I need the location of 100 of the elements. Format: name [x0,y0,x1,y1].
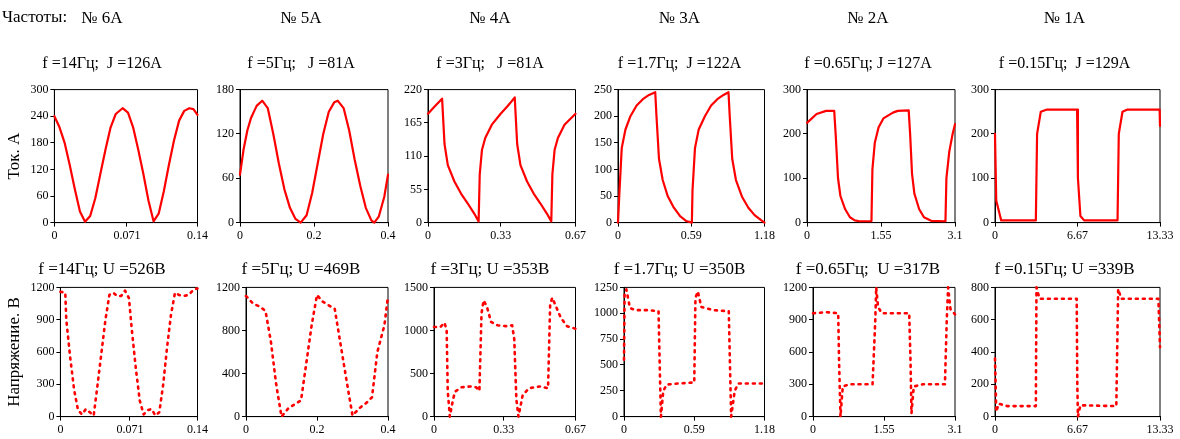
chart-title: № 6A [81,7,124,27]
chart-subtitle: f =0.15Гц; J =129A [998,54,1131,73]
chart-subtitle: f =3Гц; J =81A [436,54,545,73]
x-tick-label: 13.33 [1146,421,1174,436]
y-tick-label: 0 [606,214,612,229]
y-tick-label: 1250 [594,279,618,294]
chart-title: № 3A [658,7,701,27]
x-tick-label: 13.33 [1146,227,1174,242]
y-tick-label: 800 [971,279,989,294]
x-tick-label: 0.14 [187,421,208,436]
y-tick-label: 300 [30,81,49,96]
y-tick-label: 300 [789,376,807,391]
y-axis-title: Напряжение. В [3,297,23,407]
y-tick-label: 0 [42,214,49,229]
chart-title: f =0.15Гц; U =339В [994,258,1135,278]
y-tick-label: 1200 [783,279,807,294]
y-tick-label: 200 [783,126,801,141]
x-tick-label: 0.4 [380,227,396,242]
y-tick-label: 800 [222,322,240,337]
y-tick-label: 1000 [404,322,428,337]
x-tick-label: 0.67 [565,227,586,242]
x-tick-label: 0.2 [309,421,325,436]
y-tick-label: 750 [600,331,618,346]
chart-title: f =14Гц; U =526В [38,258,166,278]
x-tick-label: 1.55 [870,227,892,242]
chart-title: № 4A [469,7,512,27]
x-tick-label: 0.33 [493,421,515,436]
y-tick-label: 200 [971,376,989,391]
y-tick-label: 220 [404,81,422,96]
chart-subtitle: f =1.7Гц; J =122A [617,54,742,73]
y-tick-label: 400 [971,344,989,359]
y-tick-label: 1500 [404,279,428,294]
chart-subtitle: f =5Гц; J =81A [247,54,356,73]
x-tick-label: 0.2 [306,227,322,242]
y-tick-label: 240 [30,108,49,123]
y-tick-label: 250 [594,81,612,96]
y-tick-label: 300 [36,376,55,391]
x-tick-label: 0.071 [116,421,144,436]
x-tick-label: 0.14 [187,227,208,242]
y-tick-label: 250 [600,382,618,397]
x-tick-label: 0.67 [565,421,586,436]
y-tick-label: 0 [795,214,801,229]
y-tick-label: 0 [983,408,989,423]
x-tick-label: 6.67 [1067,227,1089,242]
chart-title: № 1A [1043,7,1086,27]
y-tick-label: 165 [404,115,422,130]
y-tick-label: 0 [612,408,618,423]
y-tick-label: 55 [410,181,422,196]
line-series [811,286,957,418]
y-tick-label: 150 [594,134,612,149]
text: Частоты: [2,6,68,26]
x-tick-label: 3.1 [947,227,963,242]
y-tick-label: 180 [216,81,234,96]
y-tick-label: 900 [36,311,55,326]
y-axis-title: Ток. А [3,132,23,180]
y-tick-label: 120 [30,161,49,176]
y-tick-label: 600 [36,344,55,359]
line-series [622,288,766,418]
y-tick-label: 100 [594,161,612,176]
y-tick-label: 200 [971,126,989,141]
x-tick-label: 1.18 [754,421,775,436]
chart-title: f =3Гц; U =353В [430,258,550,278]
y-tick-label: 180 [30,134,49,149]
y-tick-label: 60 [222,170,234,185]
chart-title: f =1.7Гц; U =350В [613,258,746,278]
y-tick-label: 1200 [216,279,240,294]
y-tick-label: 500 [410,365,428,380]
y-tick-label: 0 [801,408,807,423]
y-tick-label: 900 [789,311,807,326]
x-tick-label: 0.59 [683,421,705,436]
y-tick-label: 600 [971,311,989,326]
x-tick-label: 3.1 [947,421,963,436]
y-tick-label: 1000 [594,305,618,320]
y-tick-label: 300 [971,81,989,96]
chart-title: № 2A [847,7,890,27]
chart-title: № 5A [280,7,323,27]
chart-title: f =0.65Гц; U =317В [795,258,941,278]
y-tick-label: 0 [416,214,422,229]
x-tick-label: 0.4 [380,421,396,436]
y-tick-label: 110 [404,148,422,163]
x-tick-label: 1.18 [754,227,775,242]
x-tick-label: 6.67 [1067,421,1089,436]
y-tick-label: 1200 [30,279,55,294]
y-tick-label: 0 [422,408,428,423]
y-tick-label: 60 [36,188,49,203]
y-tick-label: 300 [783,81,801,96]
chart-subtitle: f =14Гц; J =126A [42,54,163,73]
y-tick-label: 0 [48,408,55,423]
y-tick-label: 100 [971,170,989,185]
y-tick-label: 100 [783,170,801,185]
line-series [993,286,1162,418]
y-tick-label: 0 [234,408,240,423]
chart-title: f =5Гц; U =469В [241,258,361,278]
x-tick-label: 0.59 [680,227,702,242]
y-tick-label: 50 [600,188,612,203]
y-tick-label: 0 [228,214,234,229]
x-tick-label: 1.55 [873,421,895,436]
y-tick-label: 120 [216,126,234,141]
x-tick-label: 0.071 [113,227,141,242]
y-tick-label: 400 [222,365,240,380]
